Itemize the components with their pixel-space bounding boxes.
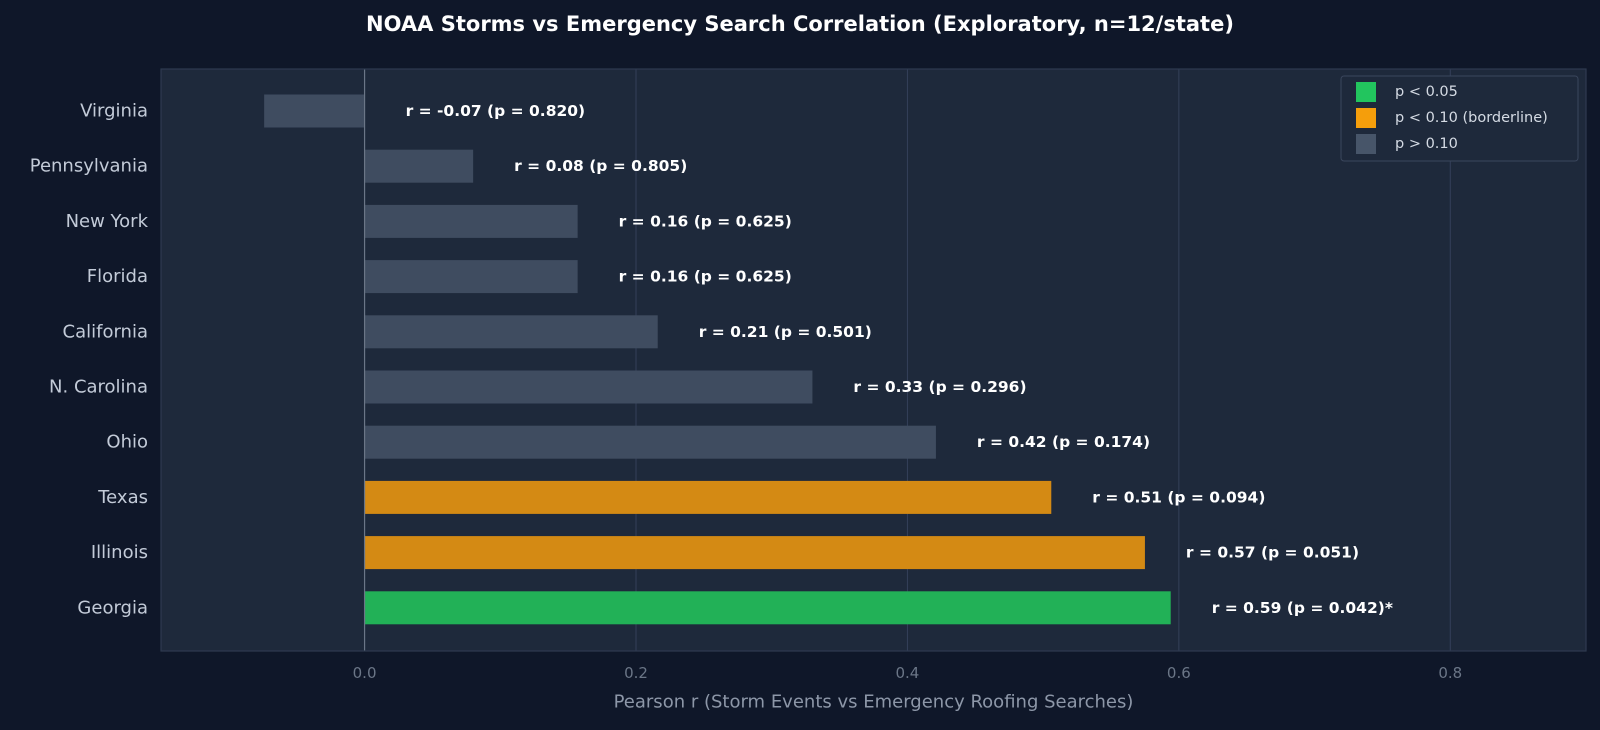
data-label: r = 0.16 (p = 0.625) xyxy=(619,268,792,286)
bar-n-carolina xyxy=(364,370,813,404)
bar-florida xyxy=(364,260,578,294)
bar-ohio xyxy=(364,425,936,459)
chart-title: NOAA Storms vs Emergency Search Correlat… xyxy=(366,12,1234,36)
bar-illinois xyxy=(364,536,1145,570)
y-tick-label: California xyxy=(63,321,148,342)
data-label: r = 0.16 (p = 0.625) xyxy=(619,212,792,230)
legend-swatch-none xyxy=(1356,134,1376,154)
data-label: r = 0.21 (p = 0.501) xyxy=(699,323,872,341)
data-labels: r = -0.07 (p = 0.820) r = 0.08 (p = 0.805… xyxy=(406,102,1393,617)
legend-label: p < 0.10 (borderline) xyxy=(1395,110,1548,126)
legend-box xyxy=(1340,75,1579,162)
y-tick-label: Ohio xyxy=(106,432,148,453)
legend-swatch-borderline xyxy=(1356,108,1376,128)
bar-california xyxy=(364,315,658,349)
bars xyxy=(264,69,1171,651)
legend: p < 0.05 p < 0.10 (borderline) p > 0.10 xyxy=(1340,75,1579,162)
x-axis-tick-labels: 0.0 0.2 0.4 0.6 0.8 xyxy=(353,664,1463,682)
y-tick-label: Florida xyxy=(87,266,148,287)
y-tick-label: Illinois xyxy=(91,542,148,563)
plot-frame xyxy=(160,68,1587,652)
y-tick-label: New York xyxy=(66,211,149,232)
data-label: r = 0.42 (p = 0.174) xyxy=(977,433,1150,451)
legend-swatch-significant xyxy=(1356,82,1376,102)
x-axis-label: Pearson r (Storm Events vs Emergency Roo… xyxy=(614,692,1134,713)
bar-texas xyxy=(364,480,1052,514)
x-tick-label: 0.8 xyxy=(1438,664,1462,682)
data-label: r = 0.33 (p = 0.296) xyxy=(853,378,1026,396)
x-tick-label: 0.2 xyxy=(624,664,648,682)
legend-label: p > 0.10 xyxy=(1395,136,1458,152)
bar-georgia xyxy=(364,591,1171,625)
x-tick-label: 0.4 xyxy=(895,664,919,682)
y-tick-label: Pennsylvania xyxy=(30,156,148,177)
data-label: r = 0.57 (p = 0.051) xyxy=(1186,544,1359,562)
bar-new-york xyxy=(364,204,578,238)
x-tick-label: 0.0 xyxy=(353,664,377,682)
y-tick-label: Texas xyxy=(97,487,148,508)
y-axis-tick-labels: Virginia Pennsylvania New York Florida Calif… xyxy=(30,101,149,619)
y-tick-label: Virginia xyxy=(80,101,148,122)
bar-virginia xyxy=(264,94,365,128)
x-tick-label: 0.6 xyxy=(1167,664,1191,682)
legend-label: p < 0.05 xyxy=(1395,84,1458,100)
data-label: r = 0.08 (p = 0.805) xyxy=(514,157,687,175)
data-label: r = 0.59 (p = 0.042)* xyxy=(1212,599,1393,617)
data-label: r = -0.07 (p = 0.820) xyxy=(406,102,586,120)
y-tick-label: Georgia xyxy=(77,597,148,618)
bar-pennsylvania xyxy=(364,149,474,183)
data-label: r = 0.51 (p = 0.094) xyxy=(1092,488,1265,506)
y-tick-label: N. Carolina xyxy=(49,377,148,398)
